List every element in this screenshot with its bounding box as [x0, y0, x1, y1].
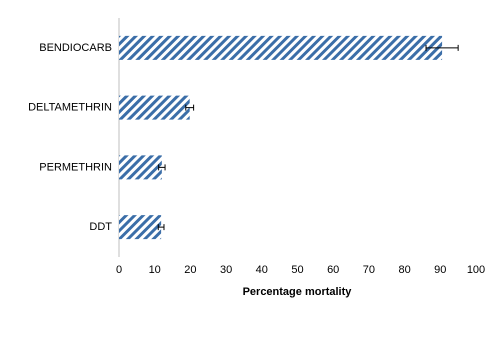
x-tick-label: 60	[327, 264, 339, 276]
x-tick-label: 90	[434, 264, 446, 276]
y-tick-label: BENDIOCARB	[39, 42, 112, 54]
bar	[119, 35, 443, 60]
x-tick-label: 30	[220, 264, 232, 276]
x-tick-label: 20	[184, 264, 196, 276]
x-tick-label: 100	[467, 264, 485, 276]
y-tick-label: DELTAMETHRIN	[28, 102, 112, 114]
bar	[119, 95, 190, 120]
x-tick-label: 10	[149, 264, 161, 276]
error-bar	[158, 164, 166, 171]
y-tick-label: PERMETHRIN	[39, 161, 112, 173]
error-bar	[157, 224, 165, 231]
x-tick-label: 50	[291, 264, 303, 276]
x-tick-label: 80	[398, 264, 410, 276]
bar	[119, 215, 162, 240]
x-axis-title: Percentage mortality	[243, 286, 353, 298]
bar	[119, 155, 162, 180]
error-bar	[185, 104, 195, 111]
x-tick-label: 40	[256, 264, 268, 276]
y-tick-label: DDT	[89, 221, 112, 233]
error-bar	[425, 44, 459, 51]
x-tick-label: 0	[116, 264, 122, 276]
x-tick-label: 70	[363, 264, 375, 276]
